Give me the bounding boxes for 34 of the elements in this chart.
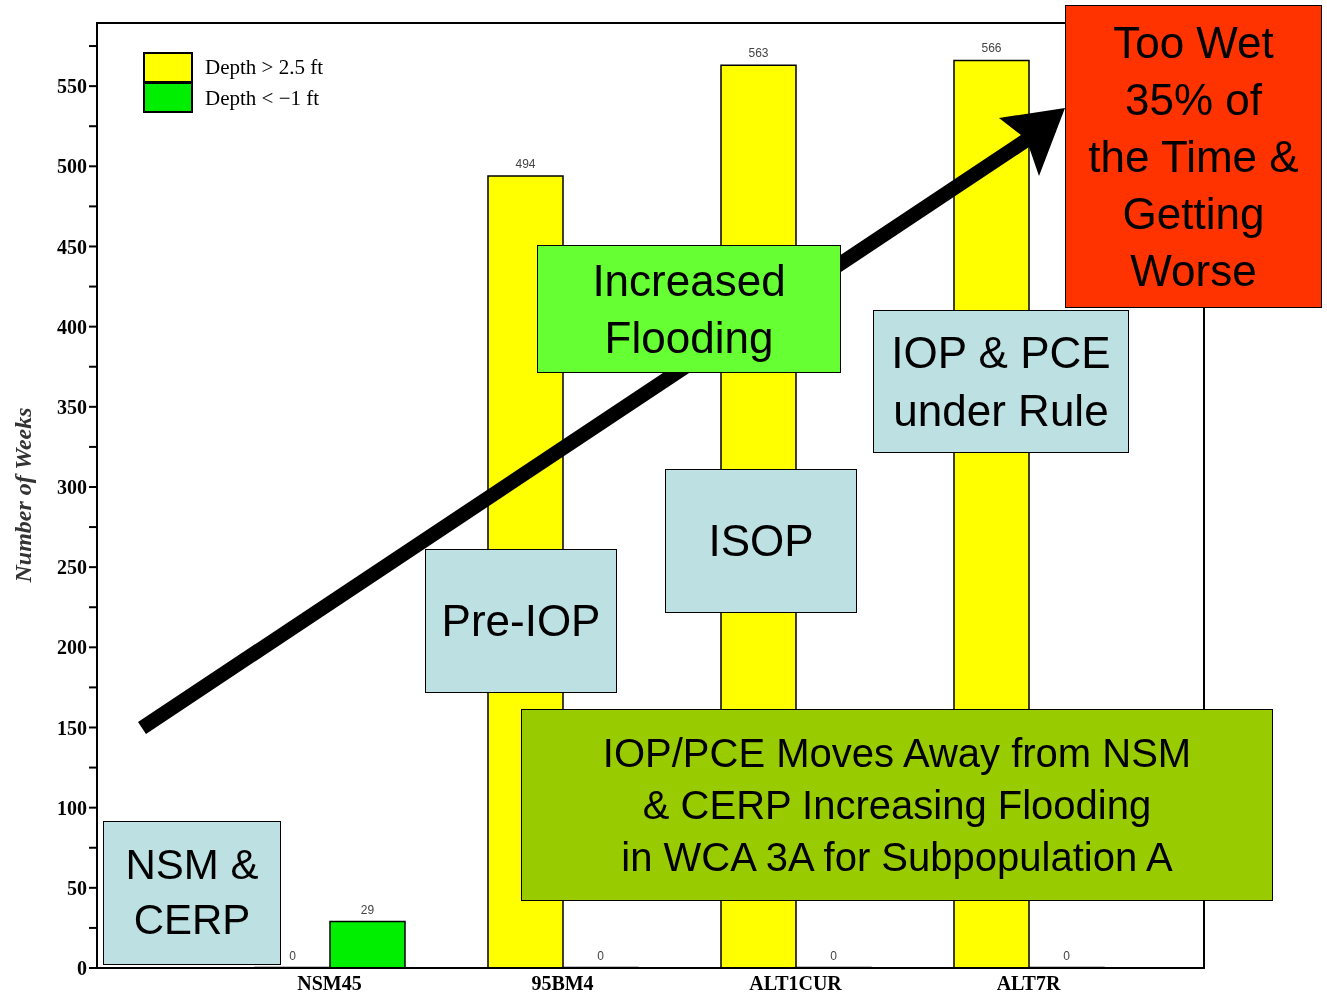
y-tick-label: 0: [77, 957, 87, 980]
y-tick-label: 250: [57, 556, 87, 579]
data-label: 0: [597, 948, 605, 963]
data-label: 0: [1063, 948, 1071, 963]
callout-box: IOP/PCE Moves Away from NSM & CERP Increasing Flooding in WCA 3A for Subpopulation A: [521, 709, 1273, 901]
y-tick-label: 50: [67, 876, 87, 899]
x-tick-label: NSM45: [297, 972, 362, 995]
legend-label: Depth > 2.5 ft: [205, 55, 323, 80]
y-axis-title: Number of Weeks: [9, 407, 36, 584]
y-tick-label: 400: [57, 315, 87, 338]
x-tick-label: ALT1CUR: [749, 972, 843, 995]
data-label: 566: [981, 41, 1002, 56]
y-tick-label: 350: [57, 395, 87, 418]
x-tick-label: ALT7R: [996, 972, 1061, 995]
callout-box: IOP & PCE under Rule: [873, 310, 1129, 453]
y-tick-label: 100: [57, 796, 87, 819]
data-label: 29: [360, 902, 375, 917]
y-tick-label: 550: [57, 75, 87, 98]
callout-box: NSM & CERP: [103, 821, 281, 965]
callout-box: ISOP: [665, 469, 857, 613]
data-label: 0: [289, 948, 297, 963]
y-tick-label: 200: [57, 636, 87, 659]
data-label: 563: [748, 46, 769, 61]
data-label: 494: [515, 156, 536, 171]
y-tick-label: 150: [57, 716, 87, 739]
callout-box: Increased Flooding: [537, 245, 841, 373]
data-label: 0: [830, 948, 838, 963]
x-tick-label: 95BM4: [531, 972, 594, 995]
callout-box: Pre-IOP: [425, 549, 617, 693]
y-tick-label: 300: [57, 476, 87, 499]
y-tick-label: 450: [57, 235, 87, 258]
callout-box: Too Wet 35% of the Time & Getting Worse: [1065, 5, 1322, 308]
y-tick-label: 500: [57, 155, 87, 178]
legend-label: Depth < −1 ft: [205, 86, 320, 111]
